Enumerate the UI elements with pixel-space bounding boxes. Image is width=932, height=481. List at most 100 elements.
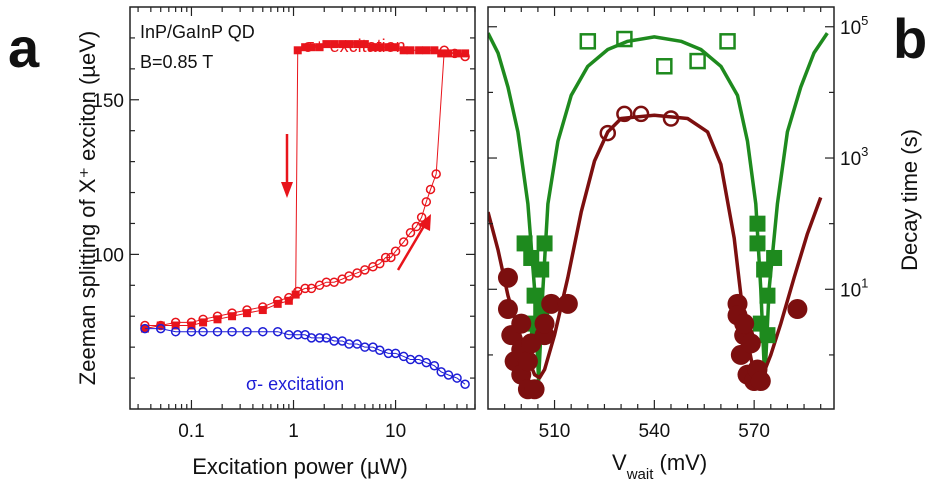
darkred-filled-circles-point-1 (497, 299, 518, 320)
sigma-plus-open-point-3 (186, 317, 197, 328)
y-tick-label-b-base: 10 (840, 18, 861, 39)
y-tick-label-b-exponent: 1 (861, 275, 868, 290)
sigma-plus-open-point-31 (425, 184, 436, 195)
annotation-sigma-plus: σ+ excitation (303, 36, 406, 56)
sigma-plus-open-point-1 (155, 320, 166, 331)
panel-b-y-axis-title: Decay time (s) (897, 129, 922, 271)
y-tick-label-b-exponent: 5 (861, 13, 868, 28)
sigma-minus-open-point-33 (460, 379, 470, 390)
panel-a-chart: 0.1 1 10 100 150 Excitation power (µW) Zeema… (75, 6, 476, 479)
sigma-minus-open-point-31 (443, 370, 454, 380)
sigma-plus-filled-point-14 (307, 43, 316, 52)
sigma-plus-open-point-29 (416, 212, 427, 223)
arrow-up-head (418, 214, 431, 231)
darkred-filled-circles-point-8 (517, 351, 538, 372)
sigma-minus-open-point-7 (242, 326, 252, 337)
sigma-plus-open-point-28 (411, 221, 422, 232)
sigma-plus-filled-point-19 (345, 40, 354, 49)
sigma-plus-open-point-10 (284, 292, 294, 303)
sigma-plus-filled-point-34 (461, 49, 470, 58)
sigma-plus-filled-point-30 (430, 46, 439, 55)
green-open-squares-point-4 (719, 33, 736, 50)
green-open-squares-point-1 (616, 30, 633, 48)
panel-b-data-layer (488, 30, 829, 400)
sigma-plus-open-point-9 (272, 296, 283, 306)
sigma-plus-filled-point-28 (415, 46, 424, 55)
y-tick-label-b: 101 (840, 275, 868, 301)
sigma-minus-open-point-29 (429, 360, 440, 371)
sigma-plus-open-point-25 (390, 246, 401, 257)
green-filled-squares-point-0 (516, 235, 533, 252)
sigma-plus-filled-point-27 (406, 46, 415, 55)
green-filled-squares-point-13 (759, 327, 776, 344)
sigma-plus-filled-point-17 (330, 40, 339, 49)
sigma-plus-open-point-32 (431, 169, 441, 179)
sigma-plus-filled-point-4 (199, 318, 208, 327)
sigma-plus-open-point-5 (212, 311, 223, 321)
sigma-minus-open-point-24 (390, 348, 401, 359)
sigma-plus-open-point-24 (386, 252, 396, 263)
darkred-filled-circles-point-12 (534, 313, 555, 334)
green-open-squares-point-2 (656, 58, 673, 75)
sigma-plus-open-point-4 (198, 314, 208, 325)
arrow-up-shaft (396, 225, 426, 271)
green-filled-squares-point-5 (533, 261, 550, 278)
darkred-open-circles-point-3 (662, 110, 680, 127)
x-tick-label-a: 0.1 (178, 421, 204, 442)
darkred-filled-circles-point-14 (557, 293, 578, 314)
sigma-plus-filled-point-7 (242, 309, 251, 318)
panel-a-data-layer (140, 40, 470, 390)
sigma-minus-open-point-10 (284, 330, 294, 340)
sigma-minus-open-point-23 (383, 348, 394, 359)
sigma-plus-open-point-13 (306, 283, 317, 294)
annotation-field: B=0.85 T (140, 52, 213, 72)
sigma-minus-open-point-4 (198, 326, 208, 337)
sigma-plus-open-point-6 (227, 308, 237, 318)
y-tick-label-b-base: 10 (840, 280, 861, 301)
sigma-plus-open-point-20 (360, 265, 370, 275)
sigma-plus-filled-point-8 (258, 306, 267, 315)
sigma-plus-filled-point-13 (301, 43, 310, 52)
y-tick-label-a: 150 (92, 91, 124, 112)
x-tick-label-a: 1 (288, 421, 299, 442)
sigma-minus-open-point-1 (155, 323, 166, 334)
sigma-plus-filled-point-12 (293, 46, 302, 55)
sigma-minus-open-point-8 (258, 326, 268, 337)
sigma-minus-open-point-19 (352, 339, 362, 349)
sigma-plus-open-point-30 (421, 197, 432, 207)
sigma-plus-open-point-19 (352, 268, 362, 278)
y-tick-label-a: 100 (92, 245, 124, 266)
darkred-filled-circles-point-25 (787, 299, 808, 320)
darkred-filled-circles-point-24 (750, 371, 771, 392)
darkred-open-circles-point-2 (632, 105, 650, 123)
sigma-minus-open-point-22 (375, 345, 385, 355)
sigma-plus-filled-point-29 (422, 46, 431, 55)
x-axis-title-unit: (mV) (653, 450, 707, 475)
y-tick-label-b: 105 (840, 13, 868, 39)
darkred-filled-circles-point-6 (511, 313, 532, 334)
panel-a-y-axis-title: Zeeman splitting of X⁺ exciton (µeV) (75, 31, 100, 385)
x-axis-title-subscript: wait (626, 466, 655, 481)
sigma-minus-open-point-9 (272, 326, 283, 337)
sigma-plus-filled-connector (144, 43, 466, 330)
sigma-minus-open-point-3 (186, 326, 197, 337)
sigma-plus-open-point-23 (380, 252, 391, 263)
darkred-open-circles-point-1 (616, 105, 633, 123)
green-filled-squares-point-12 (759, 287, 776, 304)
sigma-plus-filled-point-16 (322, 40, 331, 49)
sigma-minus-open-point-2 (170, 326, 181, 337)
sigma-plus-filled-point-20 (353, 40, 362, 49)
sigma-plus-filled-point-3 (187, 321, 196, 330)
sigma-plus-filled-point-21 (360, 40, 369, 49)
sigma-plus-open-point-27 (405, 227, 416, 238)
darkred-filled-circles-point-13 (541, 293, 562, 314)
sigma-plus-open-point-12 (300, 283, 310, 294)
x-tick-label-b: 540 (638, 421, 670, 442)
sigma-minus-open-point-0 (140, 323, 150, 334)
sigma-plus-filled-point-9 (273, 299, 282, 308)
sigma-plus-filled-point-23 (375, 43, 384, 52)
sigma-plus-filled-point-25 (391, 43, 400, 52)
annotation-sample: InP/GaInP QD (140, 22, 255, 42)
